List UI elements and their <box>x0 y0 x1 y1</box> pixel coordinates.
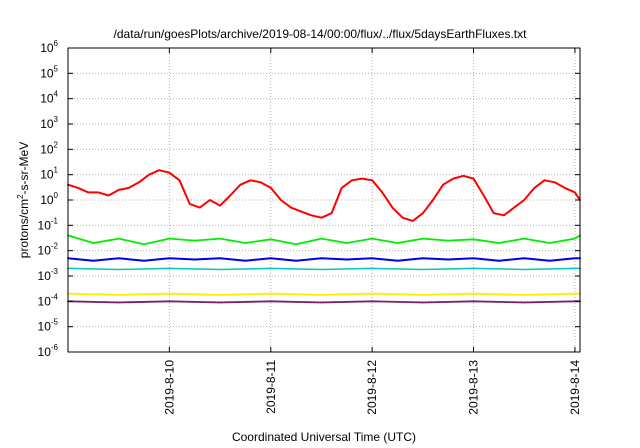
y-tick-exponent: 4 <box>54 90 59 99</box>
x-axis-label: Coordinated Universal Time (UTC) <box>232 430 416 444</box>
y-tick-label: 104 <box>40 90 58 106</box>
y-tick-label: 10-2 <box>38 242 59 258</box>
series-line-4 <box>67 267 581 271</box>
y-axis: 10-610-510-410-310-210-11001011021031041… <box>38 39 580 359</box>
x-tick-label: 2019-8-14 <box>568 360 582 415</box>
y-tick-label: 101 <box>40 166 58 182</box>
y-tick-exponent: 5 <box>54 64 59 73</box>
y-tick-base: 10 <box>38 294 52 308</box>
y-tick-exponent: 6 <box>54 39 59 48</box>
y-axis-label-post: -s-sr-MeV <box>17 142 31 195</box>
y-tick-exponent: 3 <box>54 115 59 124</box>
y-tick-label: 102 <box>40 140 58 156</box>
y-tick-exponent: -3 <box>51 267 59 276</box>
y-tick-label: 106 <box>40 39 58 55</box>
x-tick-label: 2019-8-12 <box>365 360 379 415</box>
y-tick-label: 105 <box>40 64 58 80</box>
y-tick-label: 10-5 <box>38 318 59 334</box>
y-tick-label: 100 <box>40 191 58 207</box>
y-tick-exponent: -2 <box>51 242 59 251</box>
x-tick-label: 2019-8-11 <box>264 360 278 414</box>
x-tick-label: 2019-8-10 <box>162 360 176 415</box>
y-tick-base: 10 <box>40 168 54 182</box>
y-tick-exponent: -5 <box>51 318 59 327</box>
x-tick-label: 2019-8-13 <box>467 360 481 415</box>
series-line-5 <box>67 292 581 296</box>
y-tick-exponent: -1 <box>51 216 59 225</box>
series-group <box>67 169 581 304</box>
series-line-6 <box>67 300 581 304</box>
series-line-3 <box>67 257 581 262</box>
y-tick-base: 10 <box>40 41 54 55</box>
y-axis-label-pre: protons/cm <box>17 199 31 258</box>
y-tick-label: 10-4 <box>38 292 59 308</box>
y-tick-label: 10-1 <box>38 216 59 232</box>
y-tick-exponent: -6 <box>51 343 59 352</box>
y-tick-label: 10-3 <box>38 267 59 283</box>
chart-title: /data/run/goesPlots/archive/2019-08-14/0… <box>114 27 528 41</box>
y-tick-label: 10-6 <box>38 343 59 359</box>
y-tick-base: 10 <box>40 142 54 156</box>
x-axis: 2019-8-10 2019-8-11 2019-8-12 2019-8-13 2019… <box>162 48 582 415</box>
y-tick-exponent: 1 <box>54 166 59 175</box>
y-tick-exponent: 0 <box>54 191 59 200</box>
y-tick-exponent: -4 <box>51 292 59 301</box>
y-tick-base: 10 <box>40 92 54 106</box>
y-tick-base: 10 <box>40 66 54 80</box>
grid <box>68 48 580 352</box>
y-tick-base: 10 <box>38 320 52 334</box>
y-tick-exponent: 2 <box>54 140 59 149</box>
y-tick-base: 10 <box>40 117 54 131</box>
series-line-1 <box>67 169 581 222</box>
y-tick-base: 10 <box>38 244 52 258</box>
y-tick-base: 10 <box>38 218 52 232</box>
y-tick-label: 103 <box>40 115 58 131</box>
y-tick-base: 10 <box>38 269 52 283</box>
y-axis-label: protons/cm2-s-sr-MeV <box>16 142 31 258</box>
y-axis-label-sup: 2 <box>16 194 25 199</box>
series-line-2 <box>67 234 581 246</box>
y-tick-base: 10 <box>38 345 52 359</box>
y-tick-base: 10 <box>40 193 54 207</box>
